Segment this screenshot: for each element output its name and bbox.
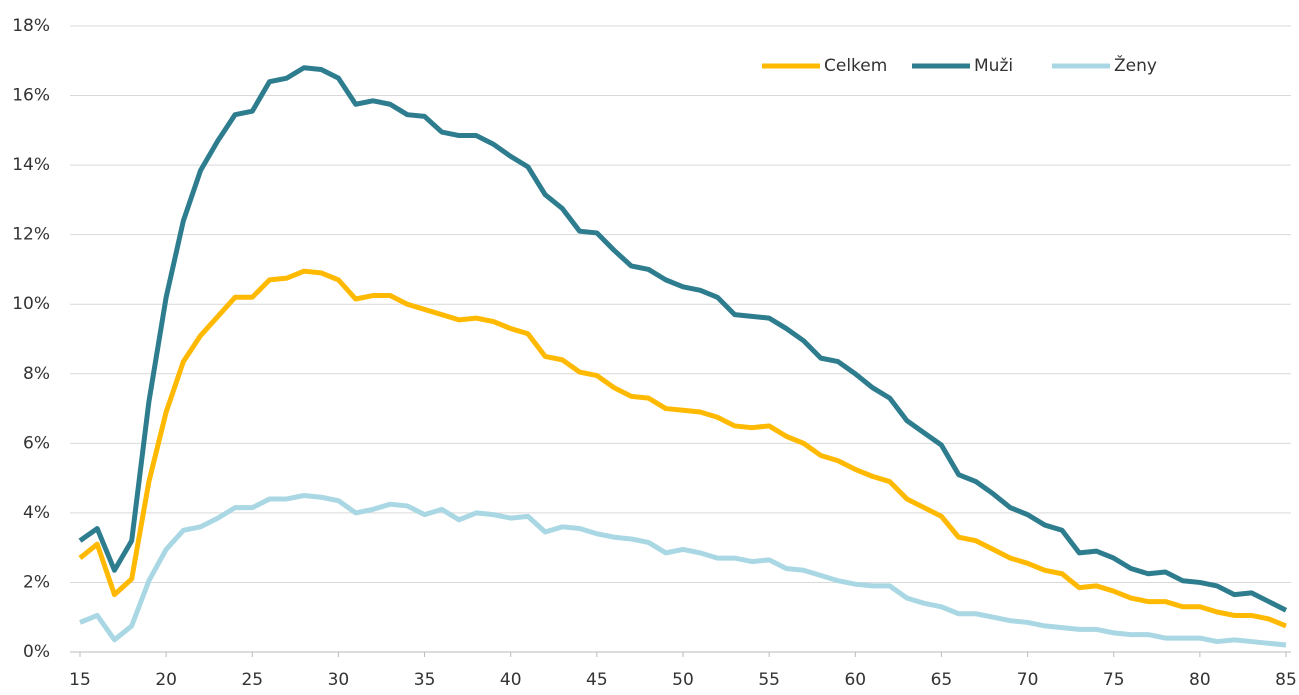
y-tick-label: 8% [23, 364, 50, 384]
series-line [78, 65, 1288, 613]
y-tick-label: 12% [12, 225, 50, 245]
x-tick-label: 40 [500, 670, 522, 690]
y-tick-label: 0% [23, 642, 50, 662]
y-tick-label: 18% [12, 16, 50, 36]
y-tick-label: 6% [23, 433, 50, 453]
x-tick-label: 50 [672, 670, 694, 690]
legend-label: Muži [974, 56, 1013, 76]
y-tick-label: 14% [12, 155, 50, 175]
series-line [79, 493, 1287, 648]
x-tick-label: 15 [69, 670, 91, 690]
x-tick-label: 20 [155, 670, 177, 690]
y-tick-label: 4% [23, 503, 50, 523]
series-line [78, 268, 1287, 629]
x-tick-label: 25 [241, 670, 263, 690]
x-tick-label: 60 [844, 670, 866, 690]
x-tick-label: 85 [1275, 670, 1297, 690]
x-tick-label: 65 [931, 670, 953, 690]
legend-label: Celkem [824, 56, 887, 76]
x-tick-label: 30 [328, 670, 350, 690]
y-tick-label: 10% [12, 294, 50, 314]
legend-label: Ženy [1114, 54, 1157, 76]
y-tick-label: 2% [23, 572, 50, 592]
y-tick-label: 16% [12, 86, 50, 106]
x-tick-label: 75 [1103, 670, 1125, 690]
x-tick-label: 35 [414, 670, 436, 690]
x-tick-label: 55 [758, 670, 780, 690]
x-tick-label: 45 [586, 670, 608, 690]
x-tick-label: 80 [1189, 670, 1211, 690]
x-tick-label: 70 [1017, 670, 1039, 690]
